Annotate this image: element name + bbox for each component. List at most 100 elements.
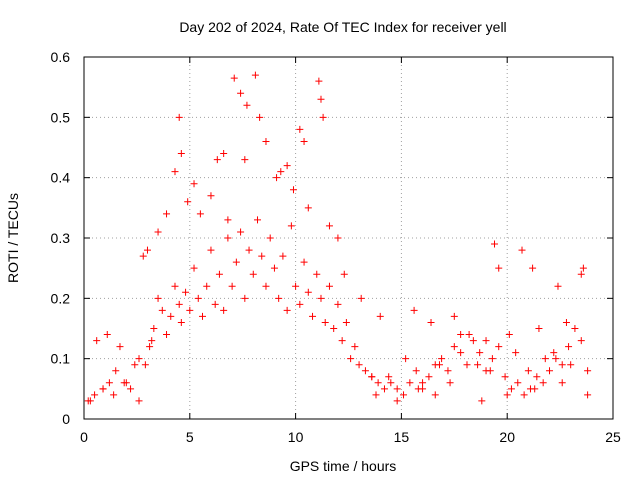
data-point bbox=[237, 228, 245, 236]
data-point bbox=[444, 367, 452, 375]
y-tick-label: 0.3 bbox=[51, 230, 71, 246]
data-point bbox=[334, 300, 342, 308]
data-point bbox=[450, 343, 458, 351]
data-point bbox=[565, 343, 573, 351]
data-point bbox=[505, 331, 513, 339]
data-point bbox=[135, 397, 143, 405]
data-point bbox=[495, 264, 503, 272]
data-point bbox=[474, 361, 482, 369]
data-point bbox=[283, 162, 291, 170]
data-point bbox=[425, 373, 433, 381]
data-point bbox=[116, 343, 124, 351]
data-point bbox=[338, 337, 346, 345]
data-point bbox=[520, 391, 528, 399]
data-point bbox=[112, 367, 120, 375]
data-point bbox=[251, 71, 259, 79]
data-point bbox=[300, 137, 308, 145]
data-point bbox=[141, 361, 149, 369]
data-point bbox=[190, 264, 198, 272]
x-tick-label: 5 bbox=[186, 429, 194, 445]
data-point bbox=[495, 343, 503, 351]
data-point bbox=[309, 312, 317, 320]
data-point bbox=[122, 379, 130, 387]
data-point bbox=[435, 361, 443, 369]
y-tick-label: 0 bbox=[62, 411, 70, 427]
y-tick-labels: 0 0.1 0.2 0.3 0.4 0.5 0.6 bbox=[51, 49, 71, 427]
data-point bbox=[262, 282, 270, 290]
data-point bbox=[275, 294, 283, 302]
data-point bbox=[541, 355, 549, 363]
data-point bbox=[507, 385, 515, 393]
x-axis-title: GPS time / hours bbox=[290, 458, 397, 474]
data-point bbox=[584, 367, 592, 375]
data-point bbox=[220, 150, 228, 158]
data-point bbox=[325, 282, 333, 290]
grid bbox=[84, 57, 613, 419]
x-tick-label: 15 bbox=[394, 429, 410, 445]
data-point bbox=[304, 288, 312, 296]
data-point bbox=[163, 331, 171, 339]
data-point bbox=[184, 198, 192, 206]
data-point bbox=[491, 240, 499, 248]
data-point bbox=[501, 373, 509, 381]
data-point bbox=[334, 234, 342, 242]
data-point bbox=[198, 312, 206, 320]
x-tick-labels: 0 5 10 15 20 25 bbox=[80, 429, 621, 445]
data-point bbox=[315, 77, 323, 85]
data-point bbox=[249, 270, 257, 278]
data-point bbox=[266, 234, 274, 242]
data-point bbox=[465, 331, 473, 339]
y-axis-title: ROTI / TECUs bbox=[5, 193, 21, 283]
data-point bbox=[567, 361, 575, 369]
data-point bbox=[486, 367, 494, 375]
data-point bbox=[304, 204, 312, 212]
data-point bbox=[167, 312, 175, 320]
data-point bbox=[317, 95, 325, 103]
data-point bbox=[175, 113, 183, 121]
data-point bbox=[300, 258, 308, 266]
data-point bbox=[292, 282, 300, 290]
data-point bbox=[340, 270, 348, 278]
data-point bbox=[393, 385, 401, 393]
data-point bbox=[361, 367, 369, 375]
data-point bbox=[374, 379, 382, 387]
data-point bbox=[103, 331, 111, 339]
data-point bbox=[562, 318, 570, 326]
data-point bbox=[558, 361, 566, 369]
data-point bbox=[220, 306, 228, 314]
data-point bbox=[230, 74, 238, 82]
data-point bbox=[355, 361, 363, 369]
data-point bbox=[283, 306, 291, 314]
data-point bbox=[402, 355, 410, 363]
data-point bbox=[131, 361, 139, 369]
x-tick-label: 20 bbox=[499, 429, 515, 445]
data-point bbox=[215, 270, 223, 278]
data-point bbox=[330, 325, 338, 332]
data-point bbox=[177, 150, 185, 158]
data-point bbox=[254, 216, 262, 224]
x-tick-label: 25 bbox=[605, 429, 621, 445]
data-point bbox=[171, 168, 179, 176]
data-point bbox=[325, 222, 333, 230]
y-tick-label: 0.2 bbox=[51, 290, 71, 306]
data-point bbox=[241, 156, 249, 164]
data-point bbox=[387, 379, 395, 387]
data-point bbox=[256, 113, 264, 121]
data-point bbox=[279, 252, 287, 260]
data-point bbox=[270, 264, 278, 272]
data-point bbox=[182, 288, 190, 296]
data-point bbox=[406, 379, 414, 387]
data-point bbox=[154, 228, 162, 236]
data-point bbox=[431, 391, 439, 399]
data-point bbox=[482, 337, 490, 345]
data-point bbox=[143, 246, 151, 254]
data-point bbox=[177, 318, 185, 326]
data-point bbox=[514, 379, 522, 387]
data-point bbox=[190, 180, 198, 188]
data-point bbox=[380, 385, 388, 393]
data-points bbox=[84, 71, 592, 405]
y-tick-label: 0.4 bbox=[51, 170, 71, 186]
data-point bbox=[148, 337, 156, 345]
data-point bbox=[245, 246, 253, 254]
data-point bbox=[584, 391, 592, 399]
